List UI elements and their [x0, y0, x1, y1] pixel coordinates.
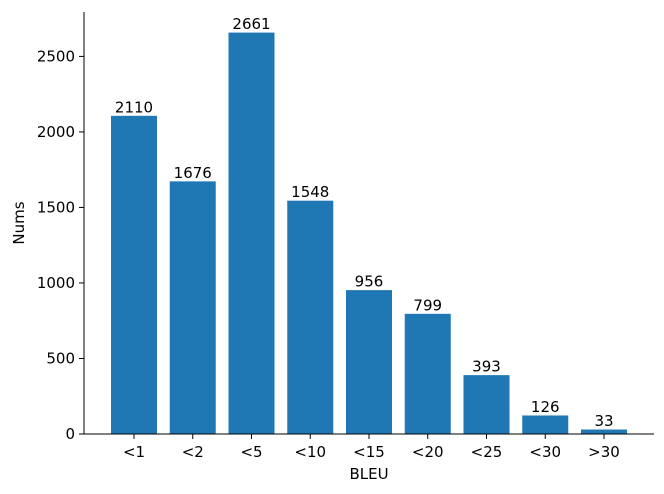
value-label: 126 [531, 398, 560, 416]
x-tick-label: >30 [588, 443, 620, 461]
y-tick-label: 1500 [37, 198, 75, 216]
x-tick-label: <30 [529, 443, 561, 461]
x-tick-label: <2 [182, 443, 204, 461]
y-tick-label: 2500 [37, 47, 75, 65]
bar [110, 114, 158, 435]
x-tick-label: <20 [412, 443, 444, 461]
value-label: 1676 [174, 164, 212, 182]
x-tick-label: <25 [471, 443, 503, 461]
bar [286, 199, 335, 435]
bar [168, 180, 217, 435]
value-label: 799 [413, 296, 442, 314]
y-tick-label: 1000 [37, 274, 75, 292]
bar [345, 289, 393, 435]
value-label: 2661 [232, 15, 270, 33]
y-tick-label: 2000 [37, 123, 75, 141]
value-label: 956 [355, 273, 384, 291]
y-tick-label: 0 [65, 425, 75, 443]
x-tick-label: <15 [353, 443, 385, 461]
x-axis-label: BLEU [349, 465, 388, 483]
value-label: 393 [472, 358, 501, 376]
bar [403, 312, 452, 435]
y-axis-label: Nums [10, 201, 28, 244]
y-tick-label: 500 [46, 349, 75, 367]
bar [227, 31, 276, 435]
bar [462, 374, 511, 435]
value-label: 33 [594, 412, 613, 430]
x-tick-label: <1 [123, 443, 145, 461]
value-label: 2110 [115, 98, 153, 116]
x-tick-label: <5 [240, 443, 262, 461]
bar [521, 414, 570, 435]
value-label: 1548 [291, 183, 329, 201]
x-tick-label: <10 [294, 443, 326, 461]
